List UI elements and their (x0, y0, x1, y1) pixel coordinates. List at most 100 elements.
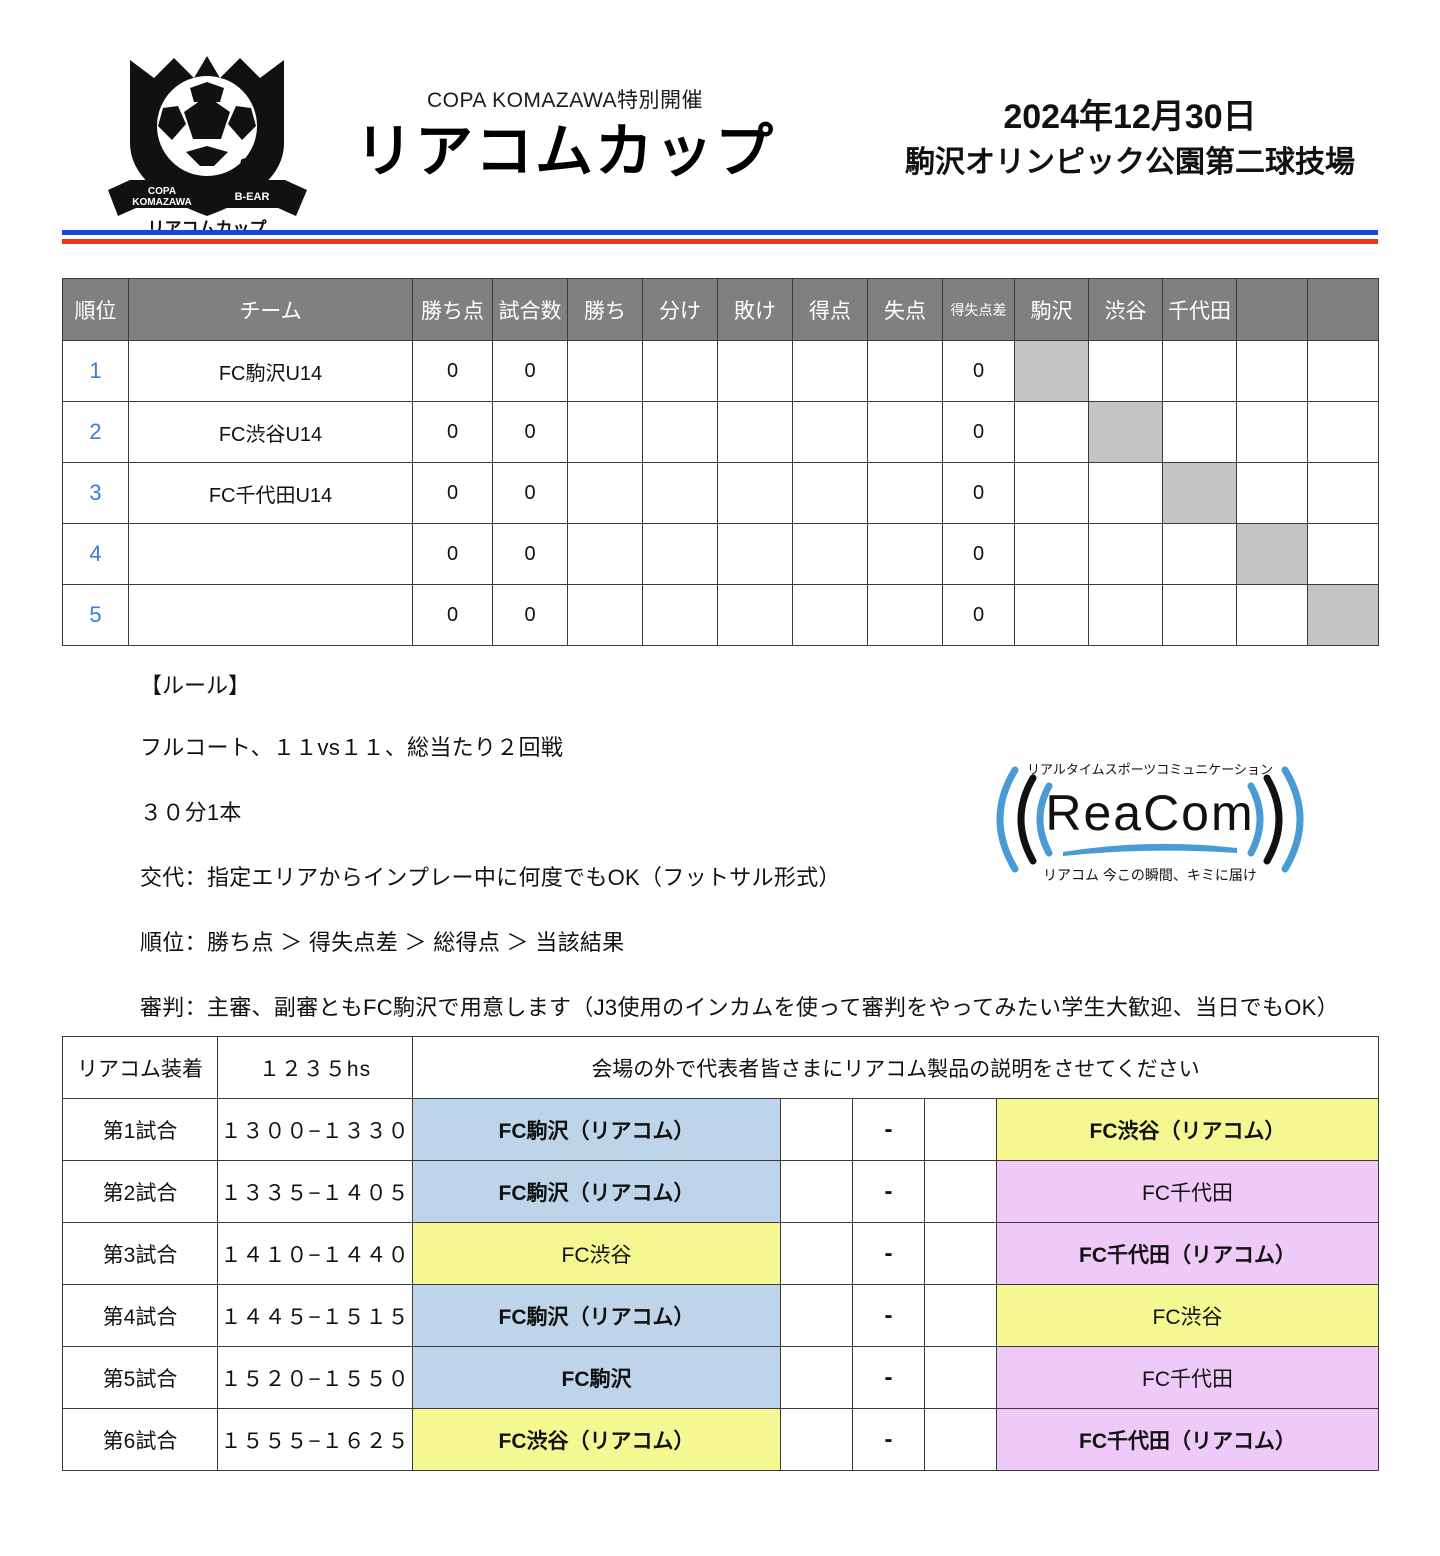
match-home-team: FC渋谷（リアコム） (412, 1408, 781, 1471)
standings-cell-games: 0 (492, 340, 568, 402)
reacom-wordmark-text: ReaCom (1045, 785, 1254, 841)
col-goal-diff: 得失点差 (942, 278, 1015, 341)
match-home-score[interactable] (780, 1346, 853, 1409)
match-time: １３００−１３３０ (217, 1098, 413, 1161)
reacom-tagline-top: リアルタイムスポーツコミュニケーション (1027, 762, 1273, 777)
rule-line-duration: ３０分1本 (140, 800, 242, 825)
standings-cell-points: 0 (412, 340, 493, 402)
col-goals-against: 失点 (867, 278, 943, 341)
match-home-score[interactable] (780, 1408, 853, 1471)
match-row: 第1試合 １３００−１３３０ FC駒沢（リアコム） - FC渋谷（リアコム） (62, 1098, 1379, 1161)
match-time: １４１０−１４４０ (217, 1222, 413, 1285)
match-label: 第4試合 (62, 1284, 218, 1347)
svg-text:COPA: COPA (148, 186, 176, 197)
event-date: 2024年12月30日 (1003, 98, 1257, 136)
match-time: １３３５−１４０５ (217, 1160, 413, 1223)
match-label: 第5試合 (62, 1346, 218, 1409)
standings-cell-rank: 2 (62, 401, 129, 463)
match-time: １５５５−１６２５ (217, 1408, 413, 1471)
standings-cell-goals-against (867, 584, 943, 646)
col-rank: 順位 (62, 278, 129, 341)
standings-vs-cell (1162, 523, 1237, 585)
match-away-team: FC渋谷（リアコム） (996, 1098, 1379, 1161)
match-label: 第3試合 (62, 1222, 218, 1285)
match-home-score[interactable] (780, 1222, 853, 1285)
match-away-team: FC千代田 (996, 1346, 1379, 1409)
standings-cell-lose (717, 584, 793, 646)
standings-cell-goal-diff: 0 (942, 584, 1015, 646)
reacom-logo: リアルタイムスポーツコミュニケーション ReaCom リアコム 今この瞬間、キミ… (975, 752, 1325, 887)
standings-cell-goals-for (792, 523, 868, 585)
standings-vs-cell (1014, 462, 1089, 524)
event-meta: 2024年12月30日 駒沢オリンピック公園第二球技場 (860, 96, 1400, 182)
standings-cell-goal-diff: 0 (942, 340, 1015, 402)
col-vs-empty-1 (1236, 278, 1308, 341)
shield-soccer-ball-icon: COPA KOMAZAWA B-EAR リアコムカップ (108, 56, 307, 238)
col-points: 勝ち点 (412, 278, 493, 341)
event-subtitle: COPA KOMAZAWA特別開催 (426, 89, 704, 112)
standings-cell-draw (642, 340, 718, 402)
match-row: 第5試合 １５２０−１５５０ FC駒沢 - FC千代田 (62, 1346, 1379, 1409)
standings-vs-cell (1088, 340, 1163, 402)
match-home-team: FC駒沢（リアコム） (412, 1284, 781, 1347)
match-home-score[interactable] (780, 1160, 853, 1223)
page-title: リアコムカップ (354, 119, 775, 185)
standings-vs-cell (1307, 340, 1379, 402)
standings-vs-cell (1307, 401, 1379, 463)
standings-cell-goals-against (867, 401, 943, 463)
standings-vs-cell (1162, 401, 1237, 463)
schedule-table: リアコム装着 １２３５hs 会場の外で代表者皆さまにリアコム製品の説明をさせてく… (62, 1036, 1379, 1471)
match-home-score[interactable] (780, 1098, 853, 1161)
col-goals-for: 得点 (792, 278, 868, 341)
standings-vs-cell (1014, 584, 1089, 646)
standings-cell-lose (717, 401, 793, 463)
match-away-score[interactable] (924, 1160, 997, 1223)
schedule-body: リアコム装着 １２３５hs 会場の外で代表者皆さまにリアコム製品の説明をさせてく… (62, 1036, 1379, 1471)
reacom-equip-time: １２３５hs (217, 1036, 413, 1099)
standings-cell-rank: 1 (62, 340, 129, 402)
standings-cell-goal-diff: 0 (942, 401, 1015, 463)
divider-gap (62, 235, 1378, 239)
match-away-score[interactable] (924, 1408, 997, 1471)
svg-text:KOMAZAWA: KOMAZAWA (132, 197, 191, 208)
match-away-score[interactable] (924, 1346, 997, 1409)
match-row: 第4試合 １４４５−１５１５ FC駒沢（リアコム） - FC渋谷 (62, 1284, 1379, 1347)
standings-vs-cell (1014, 523, 1089, 585)
standings-row: 1 FC駒沢U14 0 0 0 (62, 340, 1379, 402)
match-home-team: FC駒沢 (412, 1346, 781, 1409)
standings-vs-cell (1236, 523, 1308, 585)
match-score-separator: - (852, 1408, 925, 1471)
standings-cell-draw (642, 523, 718, 585)
standings-cell-team: FC渋谷U14 (128, 401, 413, 463)
standings-cell-points: 0 (412, 462, 493, 524)
match-away-score[interactable] (924, 1098, 997, 1161)
rule-line-format: フルコート、１１vs１１、総当たり２回戦 (140, 735, 564, 760)
standings-cell-games: 0 (492, 584, 568, 646)
match-home-team: FC渋谷 (412, 1222, 781, 1285)
standings-vs-cell (1162, 462, 1237, 524)
reacom-tagline-bottom: リアコム 今この瞬間、キミに届け (1043, 867, 1257, 883)
col-team: チーム (128, 278, 413, 341)
standings-cell-points: 0 (412, 401, 493, 463)
standings-cell-points: 0 (412, 584, 493, 646)
reacom-equip-label: リアコム装着 (62, 1036, 218, 1099)
schedule-note-row: リアコム装着 １２３５hs 会場の外で代表者皆さまにリアコム製品の説明をさせてく… (62, 1036, 1379, 1099)
standings-table: 順位 チーム 勝ち点 試合数 勝ち 分け 敗け 得点 失点 得失点差 駒沢 渋谷… (62, 278, 1379, 646)
match-away-score[interactable] (924, 1284, 997, 1347)
page-header: COPA KOMAZAWA B-EAR リアコムカップ COPA KOMAZAW… (0, 0, 1440, 238)
reacom-wordmark-icon: リアルタイムスポーツコミュニケーション ReaCom リアコム 今この瞬間、キミ… (996, 762, 1304, 883)
divider-blue-bar (62, 230, 1378, 235)
standings-cell-team (128, 523, 413, 585)
match-away-score[interactable] (924, 1222, 997, 1285)
match-score-separator: - (852, 1098, 925, 1161)
standings-cell-goals-for (792, 584, 868, 646)
col-lose: 敗け (717, 278, 793, 341)
standings-vs-cell (1307, 523, 1379, 585)
standings-cell-goal-diff: 0 (942, 462, 1015, 524)
col-win: 勝ち (567, 278, 643, 341)
standings-cell-team (128, 584, 413, 646)
standings-vs-cell (1236, 462, 1308, 524)
match-home-score[interactable] (780, 1284, 853, 1347)
